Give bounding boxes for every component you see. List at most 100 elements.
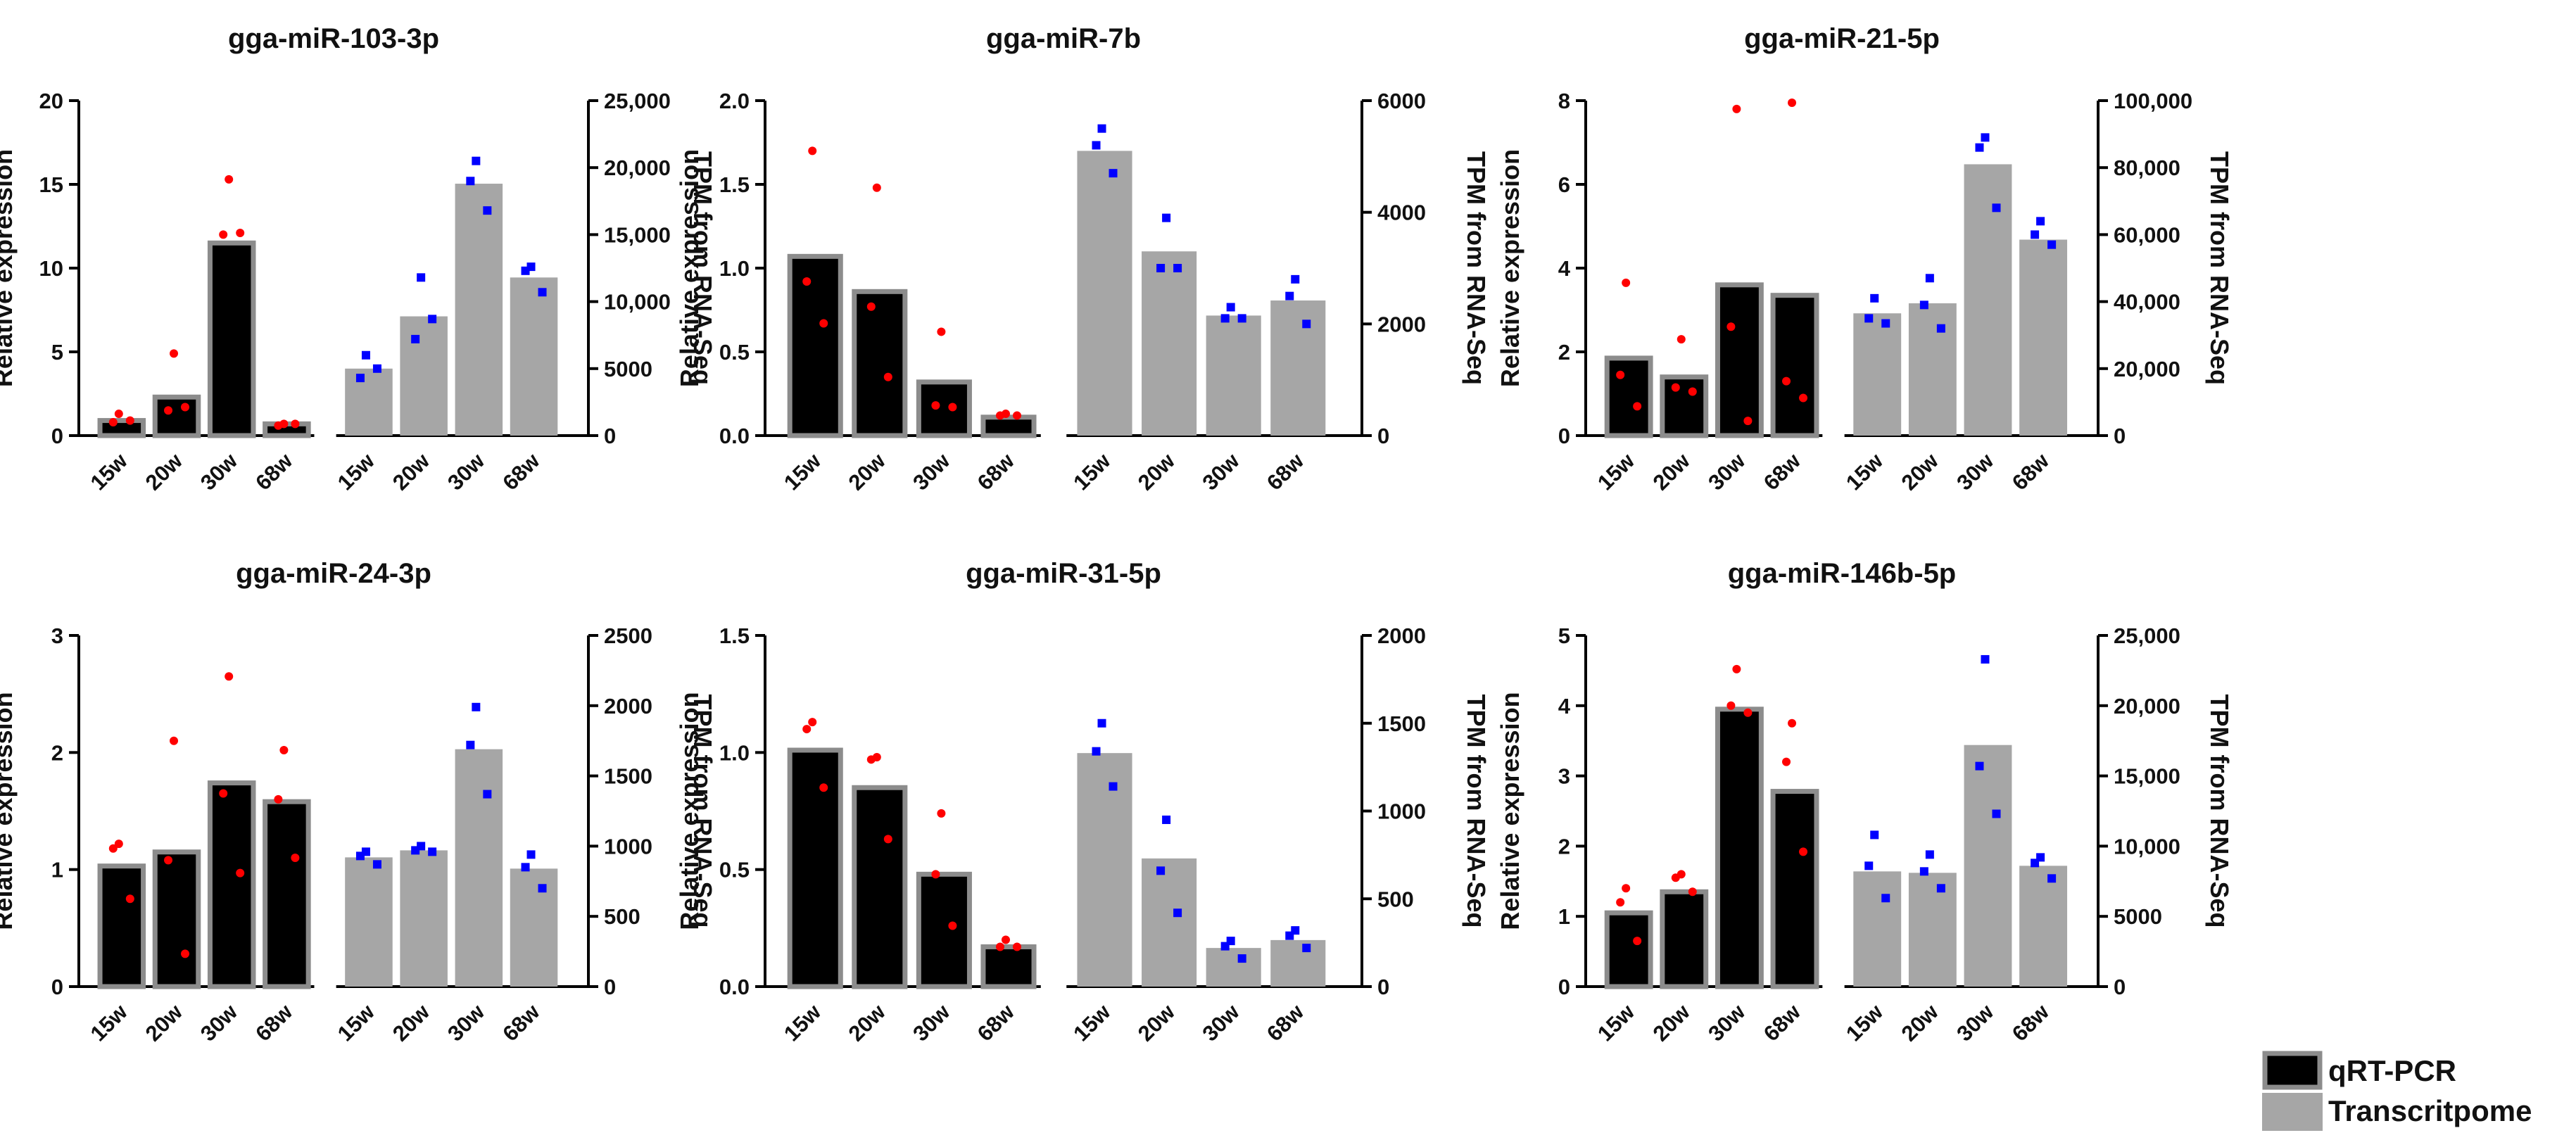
chart-panel-4: gga-miR-24-3p 0 1 2 3 0 500 1000 1500 2000 2500 Rel… xyxy=(0,558,717,1046)
point-transcriptome xyxy=(1881,894,1890,903)
x-tick-label: 30w xyxy=(1703,448,1750,495)
point-qrt-pcr xyxy=(1732,664,1741,673)
bar-transcriptome xyxy=(455,184,503,436)
y-axis-title-left: Relative expression xyxy=(0,149,18,387)
point-qrt-pcr xyxy=(170,349,179,358)
point-qrt-pcr xyxy=(937,809,946,818)
right-tick-label: 40,000 xyxy=(2114,290,2180,315)
point-transcriptome xyxy=(1302,319,1311,329)
right-tick-label: 15,000 xyxy=(604,222,671,247)
right-tick-label: 0 xyxy=(1377,424,1389,448)
bar-qrt-pcr xyxy=(1715,282,1764,438)
point-qrt-pcr xyxy=(164,856,173,865)
point-transcriptome xyxy=(466,177,475,186)
x-tick-label: 20w xyxy=(1133,448,1180,495)
bar-transcriptome xyxy=(2019,866,2068,987)
point-transcriptome xyxy=(1162,815,1171,824)
point-transcriptome xyxy=(1237,954,1246,963)
legend-swatch-transcriptome xyxy=(2262,1093,2323,1131)
bar-qrt-pcr xyxy=(97,418,146,438)
right-tick-label: 500 xyxy=(1377,887,1414,911)
panel-title: gga-miR-146b-5p xyxy=(1728,558,1957,589)
chart-panel-2: gga-miR-7b 0.0 0.5 1.0 1.5 2.0 0 2000 4000 6000 Re… xyxy=(675,23,1491,495)
point-transcriptome xyxy=(1162,213,1171,222)
point-qrt-pcr xyxy=(1743,708,1753,717)
x-tick-label: 20w xyxy=(141,448,188,495)
right-tick-label: 1000 xyxy=(604,834,652,859)
bar-transcriptome xyxy=(1206,315,1261,436)
bar-qrt-pcr xyxy=(852,785,908,989)
point-transcriptome xyxy=(1285,931,1294,940)
point-transcriptome xyxy=(1302,944,1311,953)
point-qrt-pcr xyxy=(1732,104,1741,113)
left-tick-label: 15 xyxy=(39,172,63,197)
right-tick-label: 15,000 xyxy=(2114,764,2180,789)
chart-panels: gga-miR-103-3p051015200500010,00015,0002… xyxy=(0,23,2234,1046)
left-tick-label: 3 xyxy=(51,623,63,648)
point-transcriptome xyxy=(1092,141,1101,150)
point-qrt-pcr xyxy=(1633,402,1642,411)
point-qrt-pcr xyxy=(125,894,134,904)
point-qrt-pcr xyxy=(931,870,940,879)
y-axis-title-right: TPM from RNA-Seq xyxy=(2205,695,2234,928)
x-tick-label: 30w xyxy=(1703,999,1750,1046)
point-transcriptome xyxy=(472,156,481,165)
point-transcriptome xyxy=(538,288,547,297)
x-tick-label: 20w xyxy=(141,999,188,1046)
right-tick-label: 6000 xyxy=(1377,89,1426,113)
point-transcriptome xyxy=(526,850,536,859)
panel-title: gga-miR-103-3p xyxy=(228,23,439,54)
x-tick-label: 68w xyxy=(2007,999,2054,1046)
right-tick-label: 25,000 xyxy=(604,89,671,113)
x-tick-label: 15w xyxy=(1593,448,1640,495)
right-tick-label: 500 xyxy=(604,904,640,929)
point-transcriptome xyxy=(355,851,365,861)
point-qrt-pcr xyxy=(1688,387,1697,396)
left-tick-label: 5 xyxy=(51,340,63,365)
panel-title: gga-miR-24-3p xyxy=(236,558,431,589)
right-tick-label: 20,000 xyxy=(2114,357,2180,381)
point-transcriptome xyxy=(1285,291,1294,300)
point-qrt-pcr xyxy=(1622,884,1631,893)
left-tick-label: 1 xyxy=(1558,904,1570,929)
point-qrt-pcr xyxy=(114,410,123,419)
point-qrt-pcr xyxy=(1012,411,1021,420)
bar-qrt-pcr xyxy=(1660,374,1709,438)
point-transcriptome xyxy=(1975,761,1984,771)
x-tick-label: 15w xyxy=(333,448,380,495)
point-qrt-pcr xyxy=(883,372,892,381)
x-tick-label: 20w xyxy=(1648,448,1696,495)
bar-transcriptome xyxy=(1853,871,1902,987)
left-tick-label: 3 xyxy=(1558,764,1570,789)
bar-transcriptome xyxy=(1270,300,1326,436)
right-tick-label: 0 xyxy=(2114,424,2126,448)
right-tick-label: 5000 xyxy=(2114,904,2162,929)
bar-transcriptome xyxy=(1964,164,2012,436)
bar-transcriptome xyxy=(400,316,448,436)
point-transcriptome xyxy=(1237,314,1246,323)
bar-transcriptome xyxy=(1853,313,1902,436)
x-tick-label: 68w xyxy=(1262,999,1309,1046)
point-transcriptome xyxy=(1097,718,1106,728)
left-tick-label: 10 xyxy=(39,256,63,281)
left-tick-label: 0.0 xyxy=(719,975,750,999)
bar-transcriptome xyxy=(1077,753,1132,987)
chart-panel-1: gga-miR-103-3p 0 5 10 15 20 0 5000 10,000 15,000 2… xyxy=(0,23,717,495)
point-transcriptome xyxy=(1220,942,1230,951)
point-qrt-pcr xyxy=(108,844,118,853)
bar-transcriptome xyxy=(345,857,393,987)
point-transcriptome xyxy=(1925,274,1934,283)
point-transcriptome xyxy=(1981,654,1990,664)
left-tick-label: 20 xyxy=(39,89,63,113)
bar-qrt-pcr xyxy=(787,747,843,989)
y-axis-title-right: TPM from RNA-Seq xyxy=(688,151,717,385)
point-qrt-pcr xyxy=(937,327,946,336)
bar-transcriptome xyxy=(1908,303,1957,436)
left-tick-label: 6 xyxy=(1558,172,1570,197)
point-transcriptome xyxy=(521,266,530,275)
point-qrt-pcr xyxy=(1633,937,1642,946)
left-tick-label: 0 xyxy=(51,424,63,448)
point-transcriptome xyxy=(1881,319,1890,328)
point-transcriptome xyxy=(1864,861,1874,870)
left-tick-label: 5 xyxy=(1558,623,1570,648)
